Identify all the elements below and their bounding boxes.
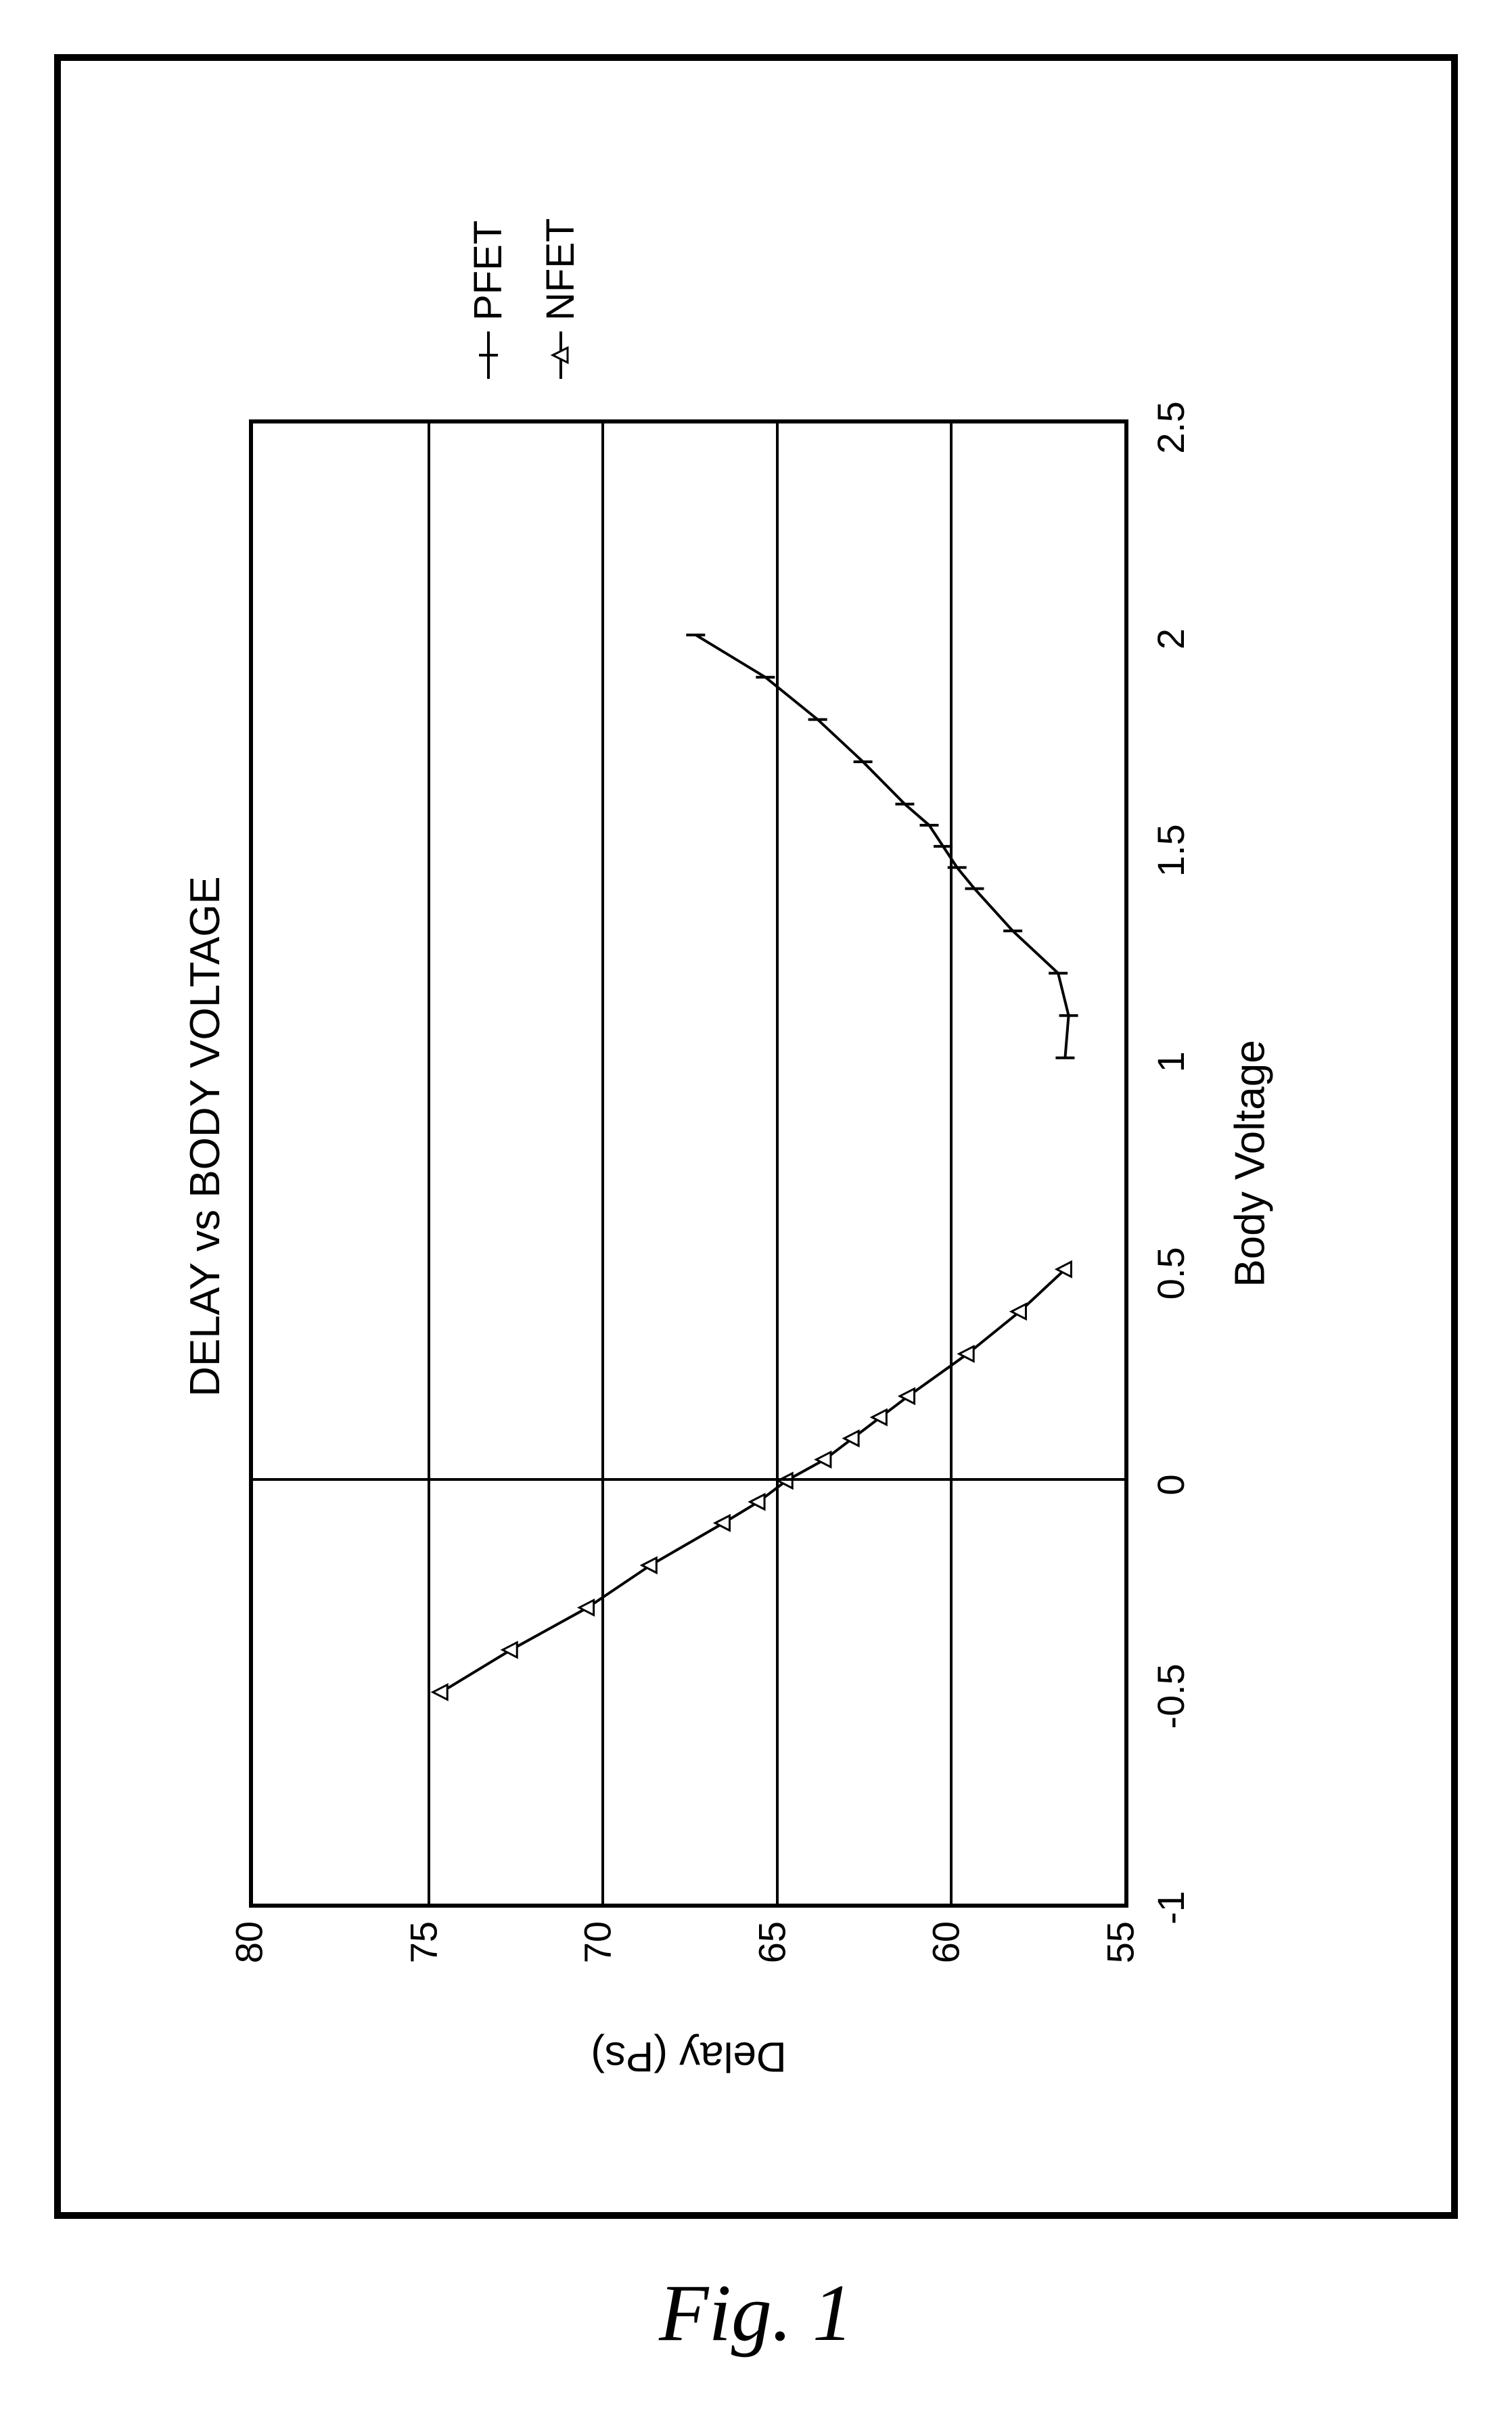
- y-tick-label: 75: [401, 1921, 445, 1982]
- y-tick-label: 65: [750, 1921, 794, 1982]
- y-tick-label: 70: [575, 1921, 619, 1982]
- pfet-line: [695, 635, 1068, 1058]
- triangle-marker-icon: [547, 331, 574, 379]
- x-tick-label: 0: [1149, 1474, 1193, 1495]
- chart-svg: [253, 423, 1124, 1904]
- y-axis-label: Delay (Ps): [591, 2033, 786, 2081]
- triangle-marker-icon: [579, 1600, 593, 1615]
- hgrid-line: [427, 423, 430, 1904]
- legend: PFET NFET: [465, 219, 610, 379]
- y-tick-label: 60: [923, 1921, 967, 1982]
- plot-area: [249, 419, 1128, 1908]
- hgrid-line: [775, 423, 778, 1904]
- x-axis-label: Body Voltage: [1226, 1040, 1274, 1287]
- y-tick-label: 55: [1098, 1921, 1142, 1982]
- hgrid-line: [601, 423, 604, 1904]
- legend-item-pfet: PFET: [465, 219, 511, 379]
- x-tick-label: 1: [1149, 1051, 1193, 1072]
- x-tick-label: 2: [1149, 628, 1193, 649]
- y-tick-label: 80: [227, 1921, 271, 1982]
- x-tick-label: -0.5: [1149, 1663, 1193, 1729]
- plus-marker-icon: [474, 331, 501, 379]
- x-tick-label: 2.5: [1149, 401, 1193, 454]
- hgrid-line: [950, 423, 953, 1904]
- legend-label: PFET: [465, 221, 511, 321]
- chart-title: DELAY vs BODY VOLTAGE: [181, 122, 229, 2151]
- x-tick-label: 0.5: [1149, 1247, 1193, 1300]
- legend-label: NFET: [538, 219, 583, 321]
- triangle-marker-icon: [432, 1684, 446, 1699]
- outer-frame: DELAY vs BODY VOLTAGE Delay (Ps) Body Vo…: [54, 54, 1458, 2219]
- vgrid-zero-line: [253, 1478, 1124, 1481]
- chart-wrapper: DELAY vs BODY VOLTAGE Delay (Ps) Body Vo…: [114, 122, 1399, 2151]
- legend-item-nfet: NFET: [538, 219, 583, 379]
- triangle-marker-icon: [816, 1452, 830, 1467]
- x-tick-label: -1: [1149, 1891, 1193, 1925]
- figure-label: Fig. 1: [0, 2266, 1512, 2360]
- x-tick-label: 1.5: [1149, 824, 1193, 877]
